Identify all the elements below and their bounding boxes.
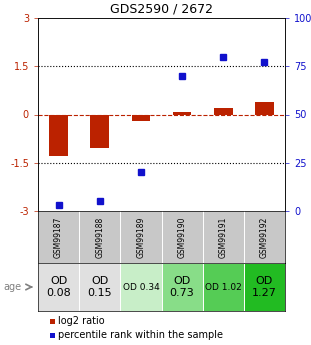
Text: OD 1.02: OD 1.02 — [205, 283, 242, 292]
Bar — [91, 115, 109, 148]
Text: GSM99187: GSM99187 — [54, 216, 63, 258]
Bar — [120, 263, 161, 311]
Bar — [203, 263, 244, 311]
Text: GSM99188: GSM99188 — [95, 216, 104, 258]
Bar — [161, 263, 203, 311]
Text: GSM99191: GSM99191 — [219, 216, 228, 258]
Text: GSM99192: GSM99192 — [260, 216, 269, 258]
Bar — [255, 102, 274, 115]
Text: OD
0.73: OD 0.73 — [170, 276, 194, 298]
Title: GDS2590 / 2672: GDS2590 / 2672 — [110, 2, 213, 16]
Text: log2 ratio: log2 ratio — [58, 316, 104, 326]
Text: OD
1.27: OD 1.27 — [252, 276, 277, 298]
Bar — [79, 263, 120, 311]
Bar — [173, 112, 191, 115]
Bar — [244, 263, 285, 311]
Bar — [50, 333, 55, 338]
Bar — [50, 319, 55, 324]
Text: percentile rank within the sample: percentile rank within the sample — [58, 331, 223, 341]
Text: OD 0.34: OD 0.34 — [123, 283, 159, 292]
Text: OD
0.15: OD 0.15 — [87, 276, 112, 298]
Text: OD
0.08: OD 0.08 — [46, 276, 71, 298]
Bar — [38, 263, 79, 311]
Bar — [132, 115, 150, 121]
Text: GSM99190: GSM99190 — [178, 216, 187, 258]
Bar — [214, 108, 233, 115]
Bar — [49, 115, 68, 156]
Text: GSM99189: GSM99189 — [137, 216, 146, 258]
Text: age: age — [3, 282, 21, 292]
